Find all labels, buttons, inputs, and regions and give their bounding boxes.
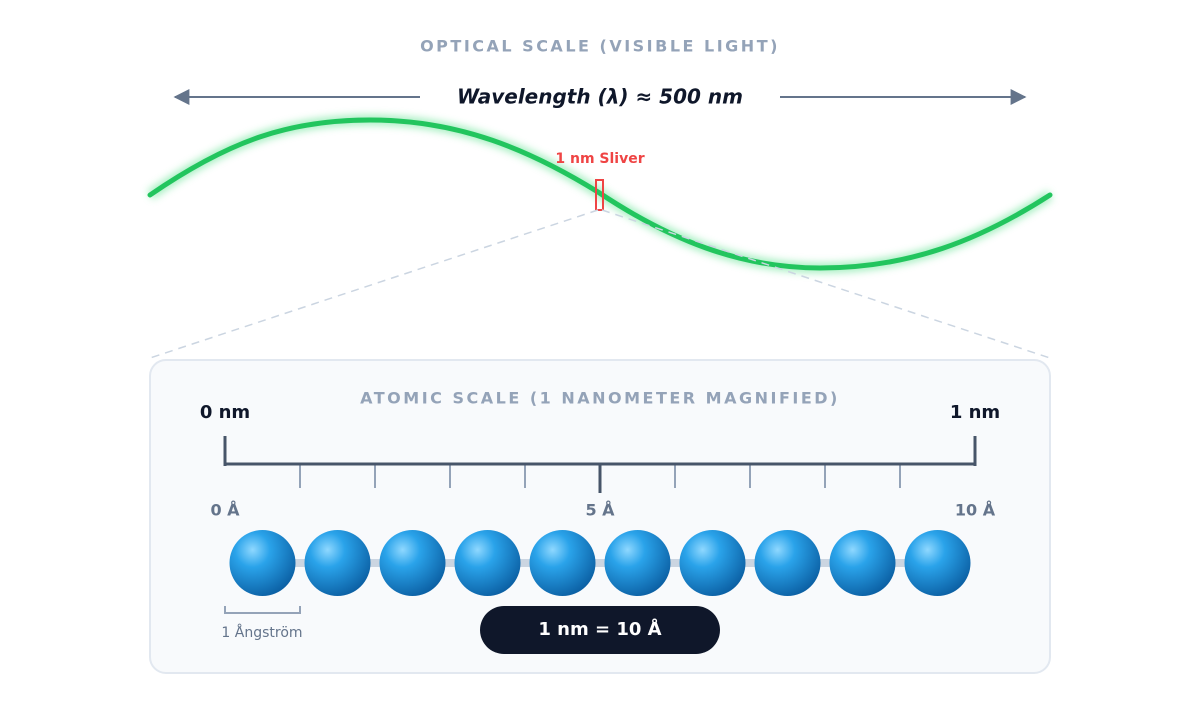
bracket-label: 1 Ångström [221,624,302,641]
start-label: 0 nm [200,402,250,423]
atom [904,530,971,596]
angstrom-label: 5 Å [585,501,615,520]
wave [147,117,1053,271]
angstrom-label: 0 Å [210,501,240,520]
atomic-panel [149,359,1051,674]
sliver-label: 1 nm Sliver [555,151,644,167]
atom [754,530,821,596]
atom [529,530,596,596]
ruler [223,436,977,493]
atom [304,530,371,596]
wavelength-label: Wavelength (λ) ≈ 500 nm [457,85,743,109]
sliver-box [595,179,604,211]
atom [829,530,896,596]
atom [229,530,296,596]
atom [379,530,446,596]
atom [604,530,671,596]
zoom-line [601,209,1051,359]
angstrom-label: 10 Å [955,501,996,520]
atom [454,530,521,596]
equivalence-label: 1 nm = 10 Å [538,617,661,640]
zoom-line [149,209,599,359]
atom [679,530,746,596]
atomic-title: ATOMIC SCALE (1 NANOMETER MAGNIFIED) [360,389,840,408]
atoms [229,530,971,596]
equivalence-pill [480,606,720,654]
end-label: 1 nm [950,402,1000,423]
optical-title: OPTICAL SCALE (VISIBLE LIGHT) [420,37,780,56]
bracket [224,606,301,614]
